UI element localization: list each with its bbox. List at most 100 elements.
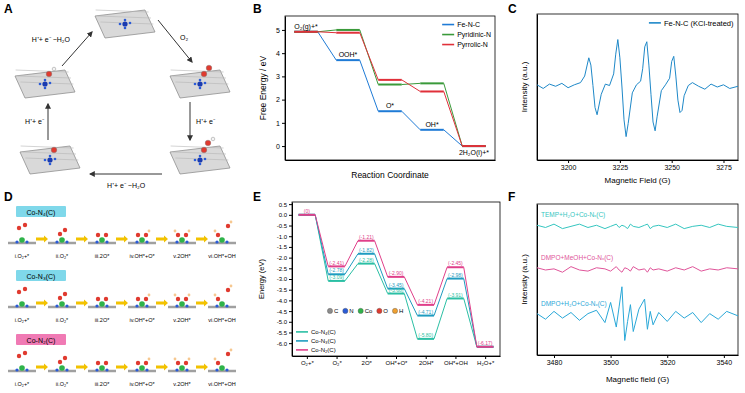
connector xyxy=(318,31,336,33)
atom xyxy=(135,368,138,371)
arrow xyxy=(76,300,88,307)
legend-swatch xyxy=(442,34,454,36)
level xyxy=(358,253,375,255)
level xyxy=(378,84,402,86)
panel-label: D xyxy=(4,190,13,204)
atom xyxy=(185,240,188,243)
tick-mark xyxy=(485,356,486,359)
category-label: O* xyxy=(386,102,394,109)
atom xyxy=(214,358,217,361)
structure xyxy=(208,349,236,372)
atom-swatch xyxy=(377,308,382,313)
tick-mark xyxy=(282,76,285,77)
tick-mark xyxy=(289,258,292,259)
atom xyxy=(174,230,177,233)
tick: -0.5 xyxy=(277,223,292,229)
tick-mark xyxy=(289,279,292,280)
tick: 3 xyxy=(276,73,285,80)
atom xyxy=(19,365,25,371)
step-label: i.O₂+* xyxy=(15,317,30,323)
legend-item: Pyrrolic-N xyxy=(442,41,488,49)
atom xyxy=(49,82,52,85)
level xyxy=(420,90,444,92)
graphene-sheet xyxy=(95,10,155,38)
connector xyxy=(444,91,462,146)
atom xyxy=(135,240,138,243)
data-label: (-2.90) xyxy=(389,270,404,276)
atom xyxy=(148,358,151,361)
atom xyxy=(99,365,105,371)
step-label: v.2OH* xyxy=(173,317,191,323)
axis-line xyxy=(537,205,538,356)
lattice-line xyxy=(173,152,226,154)
atom xyxy=(204,158,207,161)
tick-mark xyxy=(620,160,621,163)
graphene-sheet xyxy=(170,65,230,98)
legend-swatch xyxy=(296,340,308,342)
tick-label: -2.5 xyxy=(277,266,288,272)
atom xyxy=(205,140,211,146)
atom xyxy=(179,301,185,307)
legend-swatch xyxy=(649,22,661,24)
step-label: iv.OH*+O* xyxy=(129,253,155,259)
tick-label: -1.5 xyxy=(277,244,288,250)
atom xyxy=(95,240,98,243)
atom xyxy=(124,19,127,22)
tick: 3520 xyxy=(660,355,676,366)
tick: OH*+OH xyxy=(444,356,468,366)
atom xyxy=(174,294,177,297)
atom xyxy=(199,79,202,82)
atom xyxy=(65,304,68,307)
tick-label: -6.0 xyxy=(277,341,288,347)
axis-title: Free Energy / eV xyxy=(258,56,268,121)
atom xyxy=(148,294,151,297)
atom xyxy=(105,304,108,307)
tick: -1.0 xyxy=(277,234,292,240)
arrow xyxy=(48,104,49,140)
connector xyxy=(375,264,388,294)
atom xyxy=(225,240,228,243)
arrow xyxy=(90,174,162,175)
tick-label: 2O* xyxy=(362,360,373,366)
plot-frame xyxy=(292,202,500,356)
legend-swatch xyxy=(442,24,454,26)
arrow xyxy=(196,236,208,243)
marks xyxy=(537,40,738,137)
atom xyxy=(188,358,191,361)
atom xyxy=(25,240,28,243)
legend-label: Co-N₃(C) xyxy=(311,338,336,344)
atom xyxy=(19,301,25,307)
atom xyxy=(15,304,18,307)
tick-mark xyxy=(426,356,427,359)
data-label: (-1.21) xyxy=(359,234,374,240)
atom xyxy=(197,157,202,162)
tick-label: 2OH* xyxy=(419,360,434,366)
tick-label: -3.0 xyxy=(277,276,288,282)
structure xyxy=(208,285,236,308)
level xyxy=(358,263,375,265)
connector xyxy=(318,32,336,60)
arrow xyxy=(116,300,128,307)
tick: -2.5 xyxy=(277,266,292,272)
tick-mark xyxy=(289,236,292,237)
legend: Fe-N-C (KCl-treated) xyxy=(649,19,734,28)
step-label: iv.OH*+O* xyxy=(129,317,155,323)
level xyxy=(358,240,375,242)
step-label: ii.O₂* xyxy=(56,381,69,387)
atom xyxy=(230,221,233,224)
tick-label: 3225 xyxy=(613,164,629,171)
atom xyxy=(199,155,202,158)
atom xyxy=(144,233,148,237)
atom xyxy=(135,304,138,307)
atom xyxy=(219,237,225,243)
legend-item: Co-N₄(C) xyxy=(296,329,336,335)
tick-label: -4.0 xyxy=(277,298,288,304)
level xyxy=(462,145,486,147)
tick-mark xyxy=(289,204,292,205)
tick-label: -3.5 xyxy=(277,287,288,293)
atom xyxy=(49,163,52,166)
atom xyxy=(63,292,67,296)
atom xyxy=(44,159,47,162)
level xyxy=(336,32,360,34)
step-label: iii.2O* xyxy=(95,381,111,387)
